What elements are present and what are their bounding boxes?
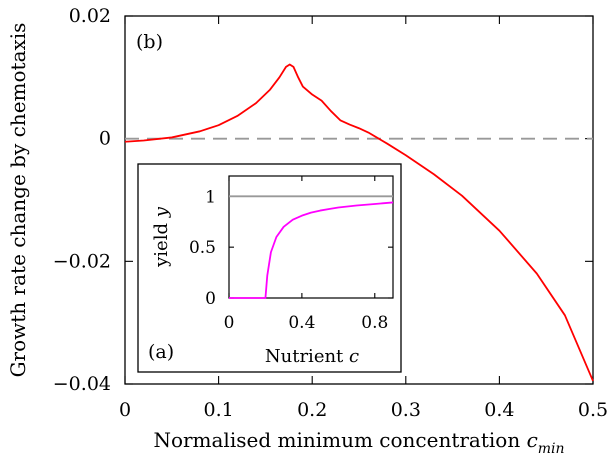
- main-x-tick-label: 0.3: [391, 399, 421, 421]
- inset-x-axis-title-text: Nutrient: [265, 346, 344, 367]
- panel-label-b: (b): [136, 31, 163, 53]
- x-axis-title-subscript: min: [538, 441, 565, 457]
- main-x-tick-label: 0: [119, 399, 131, 421]
- main-x-tick-label: 0.5: [578, 399, 608, 421]
- inset-series-line-0: [229, 201, 394, 299]
- main-y-tick-label: 0: [99, 128, 111, 150]
- main-x-tick-label: 0.4: [484, 399, 514, 421]
- main-series-line-0: [124, 63, 594, 382]
- inset-y-tick-label: 0.5: [189, 238, 216, 258]
- panel-label-a: (a): [148, 341, 174, 363]
- y-axis-title: Growth rate change by chemotaxis: [6, 23, 30, 378]
- inset-x-tick-label: 0.8: [361, 313, 388, 333]
- inset-x-axis-title: Nutrient c: [265, 346, 359, 367]
- x-axis-title-text: Normalised minimum concentration: [153, 428, 520, 452]
- inset-panel-box: [137, 163, 402, 373]
- inset-y-axis-title: yield y: [151, 206, 172, 268]
- main-y-tick-label: 0.02: [69, 5, 111, 27]
- inset-y-axis-title-text: yield: [151, 223, 172, 268]
- inset-x-tick-label: 0: [224, 313, 235, 333]
- main-x-tick-label: 0.2: [297, 399, 327, 421]
- main-y-tick-label: −0.04: [53, 373, 111, 395]
- inset-plot-frame: [228, 175, 394, 299]
- main-series-group: [124, 63, 594, 382]
- main-axis-ticks: 0 0.1 0.2 0.3 0.4 0.5 0.02 0 −0.02 −0.04: [53, 5, 608, 421]
- inset-y-tick-label: 1: [205, 187, 216, 207]
- main-plot-frame: [124, 15, 594, 385]
- inset-x-axis-title-symbol: c: [349, 346, 359, 367]
- x-axis-title: Normalised minimum concentration cmin: [153, 428, 564, 457]
- inset-chart: 0 0.4 0.8 0 0.5 1 yield y Nutrient c (a): [137, 163, 402, 373]
- inset-y-tick-label: 0: [205, 289, 216, 309]
- inset-series-group: [229, 195, 394, 299]
- x-axis-title-symbol: c: [527, 428, 538, 452]
- inset-x-tick-label: 0.4: [288, 313, 315, 333]
- main-chart: 0 0.1 0.2 0.3 0.4 0.5 0.02 0 −0.02 −0.04 (b) Grow…: [6, 5, 608, 457]
- inset-axis-ticks: 0 0.4 0.8 0 0.5 1: [189, 176, 393, 333]
- main-y-tick-label: −0.02: [53, 250, 111, 272]
- inset-y-axis-title-symbol: y: [151, 206, 172, 218]
- main-x-tick-label: 0.1: [203, 399, 233, 421]
